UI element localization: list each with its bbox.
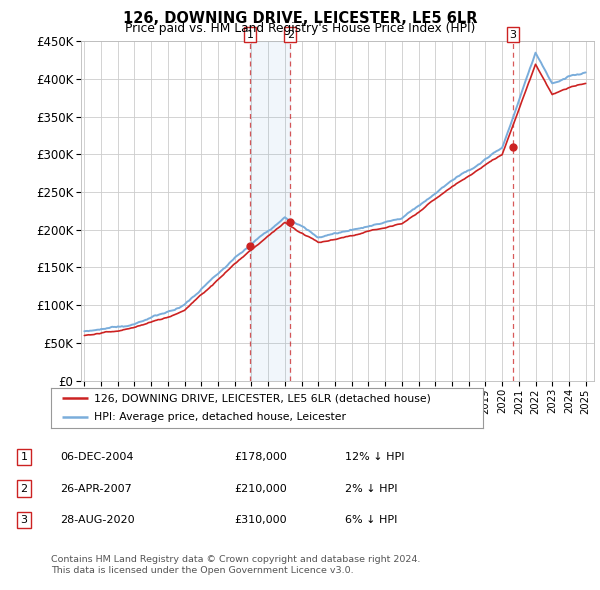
Bar [250,41,290,381]
Text: 1: 1 [20,453,28,462]
Text: 2% ↓ HPI: 2% ↓ HPI [345,484,398,493]
Text: 2: 2 [287,30,294,40]
Text: £178,000: £178,000 [234,453,287,462]
Text: 1: 1 [247,30,254,40]
Text: HPI: Average price, detached house, Leicester: HPI: Average price, detached house, Leic… [94,412,346,422]
Text: Contains HM Land Registry data © Crown copyright and database right 2024.
This d: Contains HM Land Registry data © Crown c… [51,555,421,575]
Text: £310,000: £310,000 [234,516,287,525]
Text: £210,000: £210,000 [234,484,287,493]
Text: 26-APR-2007: 26-APR-2007 [60,484,132,493]
Text: 06-DEC-2004: 06-DEC-2004 [60,453,133,462]
Text: 28-AUG-2020: 28-AUG-2020 [60,516,134,525]
Text: 126, DOWNING DRIVE, LEICESTER, LE5 6LR (detached house): 126, DOWNING DRIVE, LEICESTER, LE5 6LR (… [94,394,431,404]
Text: 6% ↓ HPI: 6% ↓ HPI [345,516,397,525]
Text: 3: 3 [20,516,28,525]
Text: Price paid vs. HM Land Registry's House Price Index (HPI): Price paid vs. HM Land Registry's House … [125,22,475,35]
Text: 3: 3 [509,30,517,40]
Text: 12% ↓ HPI: 12% ↓ HPI [345,453,404,462]
Text: 2: 2 [20,484,28,493]
Text: 126, DOWNING DRIVE, LEICESTER, LE5 6LR: 126, DOWNING DRIVE, LEICESTER, LE5 6LR [123,11,477,25]
